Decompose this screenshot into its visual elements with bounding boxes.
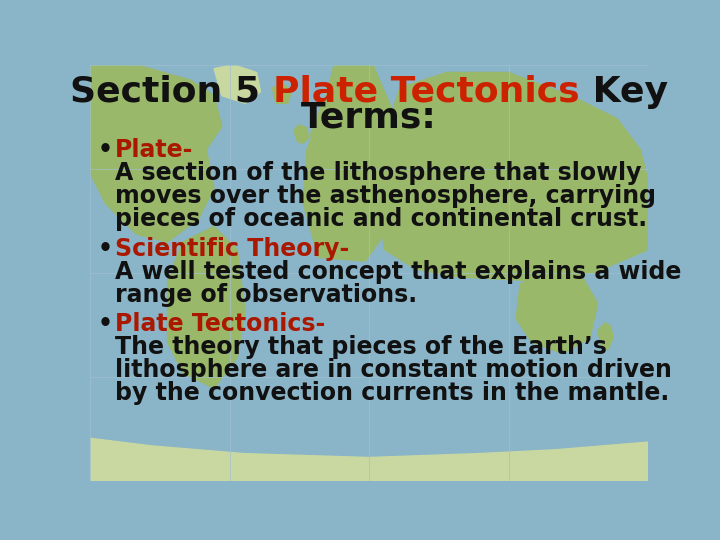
Polygon shape [214, 65, 261, 103]
Polygon shape [377, 72, 648, 280]
Text: range of observations.: range of observations. [114, 283, 417, 307]
Polygon shape [90, 65, 222, 242]
Text: A well tested concept that explains a wide: A well tested concept that explains a wi… [114, 260, 681, 284]
Polygon shape [303, 65, 400, 261]
Text: •: • [98, 237, 113, 260]
Polygon shape [294, 125, 309, 143]
Text: Key: Key [580, 75, 667, 109]
Text: •: • [98, 138, 113, 162]
Text: Plate Tectonics: Plate Tectonics [273, 75, 580, 109]
Polygon shape [311, 103, 369, 173]
Polygon shape [272, 84, 292, 103]
Polygon shape [400, 213, 415, 242]
Polygon shape [168, 226, 245, 388]
Polygon shape [90, 438, 648, 481]
Text: lithosphere are in constant motion driven: lithosphere are in constant motion drive… [114, 358, 672, 382]
Text: by the convection currents in the mantle.: by the convection currents in the mantle… [114, 381, 669, 405]
Text: •: • [98, 312, 113, 336]
Text: Plate Tectonics-: Plate Tectonics- [114, 312, 325, 336]
Polygon shape [578, 161, 593, 186]
Text: Plate-: Plate- [114, 138, 193, 162]
Text: Scientific Theory-: Scientific Theory- [114, 237, 349, 260]
Text: Section 5: Section 5 [71, 75, 273, 109]
Polygon shape [516, 269, 598, 354]
Polygon shape [462, 157, 500, 231]
Polygon shape [598, 323, 613, 350]
Text: moves over the asthenosphere, carrying: moves over the asthenosphere, carrying [114, 184, 656, 208]
Text: Terms:: Terms: [301, 100, 437, 134]
Text: A section of the lithosphere that slowly: A section of the lithosphere that slowly [114, 161, 642, 185]
Text: The theory that pieces of the Earth’s: The theory that pieces of the Earth’s [114, 335, 607, 359]
Text: pieces of oceanic and continental crust.: pieces of oceanic and continental crust. [114, 207, 647, 231]
